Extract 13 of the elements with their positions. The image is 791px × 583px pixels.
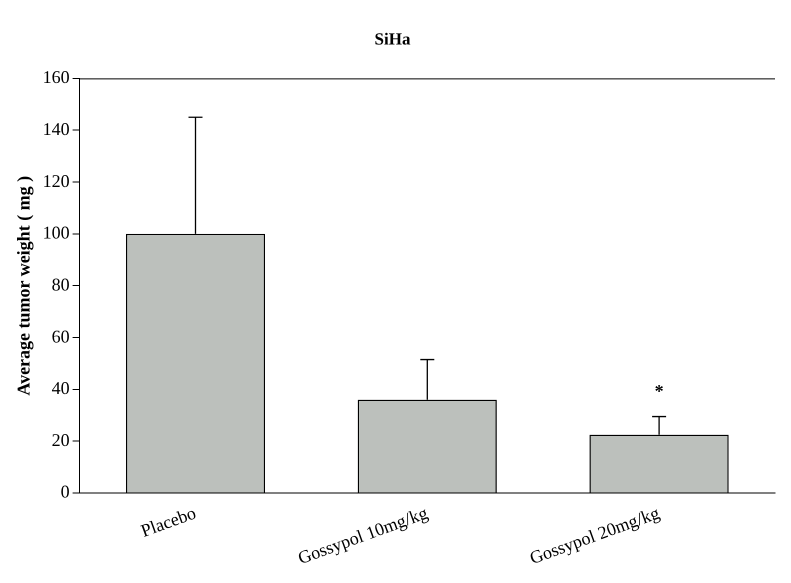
y-tick-label: 60 xyxy=(52,326,70,346)
y-axis-title: Average tumor weight ( mg ) xyxy=(13,176,34,396)
annotation: * xyxy=(654,381,664,402)
y-tick-label: 140 xyxy=(42,118,70,139)
y-tick-label: 40 xyxy=(52,378,70,398)
y-tick-label: 20 xyxy=(52,430,70,450)
y-tick-label: 0 xyxy=(60,482,70,502)
y-tick-label: 160 xyxy=(42,67,70,88)
x-tick-label: Placebo xyxy=(138,502,198,541)
chart-title: SiHa xyxy=(374,30,411,49)
y-tick-label: 80 xyxy=(52,274,70,294)
y-tick-label: 100 xyxy=(42,222,70,243)
y-tick-label: 120 xyxy=(42,170,70,191)
